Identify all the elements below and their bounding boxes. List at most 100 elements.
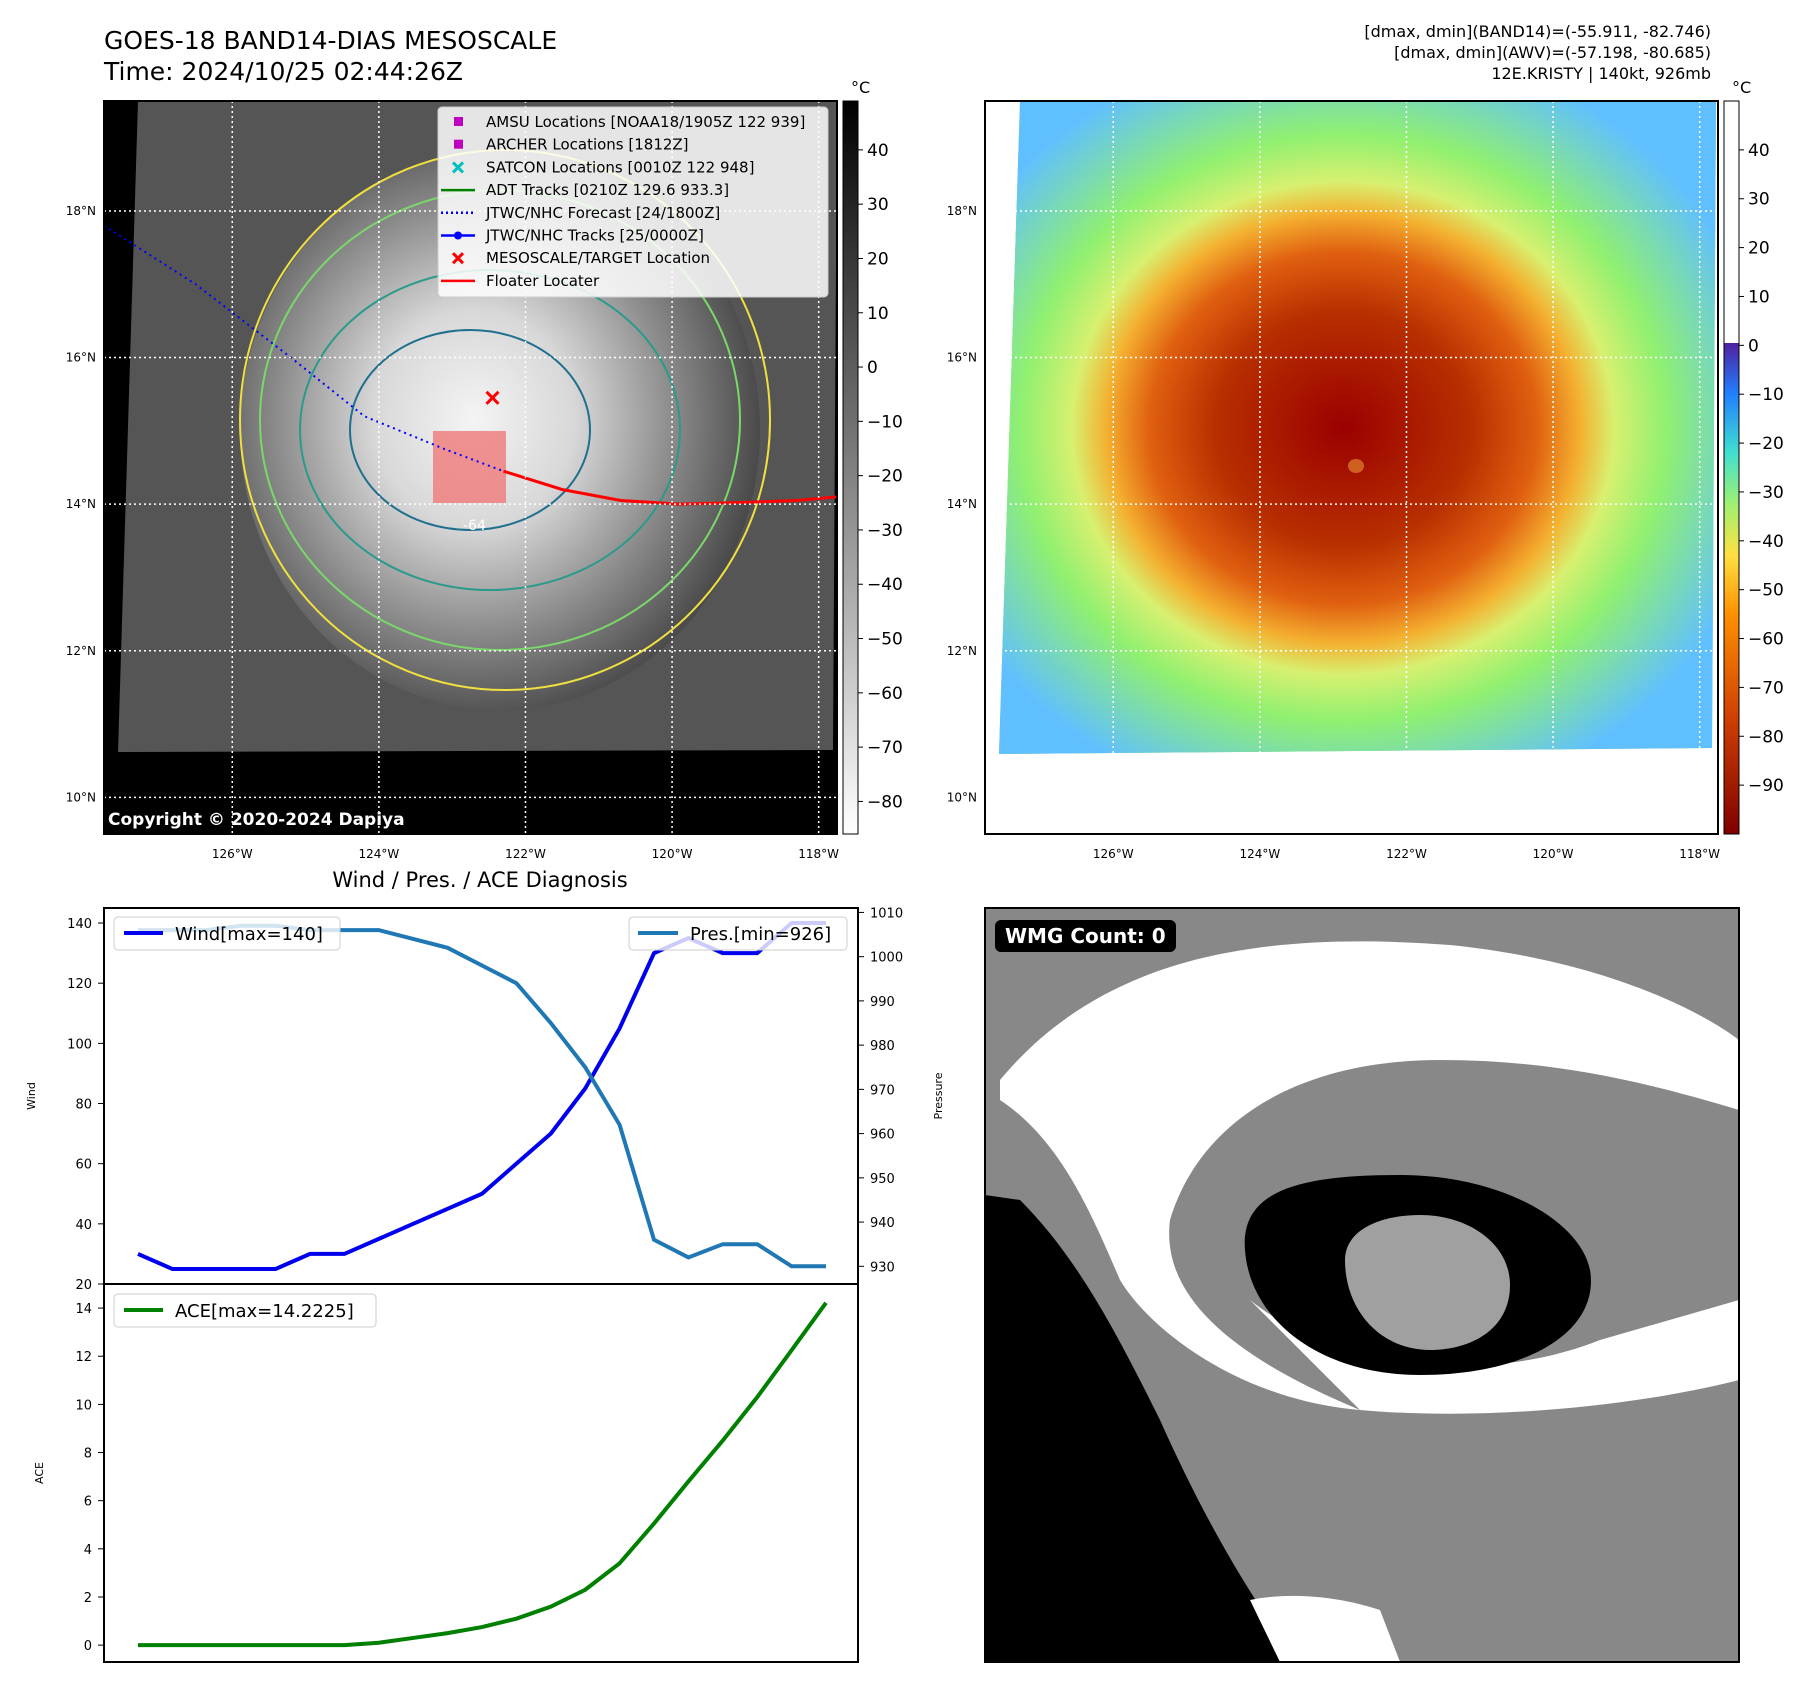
lon-tick-label: 126°W: [212, 847, 253, 861]
figure-title: GOES-18 BAND14-DIAS MESOSCALE: [104, 26, 558, 55]
colorbar-tick-label: −80: [1748, 727, 1784, 747]
colorbar-tick-label: −70: [867, 738, 903, 758]
figure-time: Time: 2024/10/25 02:44:26Z: [104, 57, 463, 86]
info-dmax-band14: [dmax, dmin](BAND14)=(-55.911, -82.746): [1364, 22, 1711, 41]
colorbar-tick-label: 30: [1748, 190, 1770, 210]
ace-series-line: [138, 1301, 828, 1648]
ace-tick-label: 8: [84, 1447, 92, 1462]
map-legend: AMSU Locations [NOAA18/1905Z 122 939] ARC…: [437, 106, 829, 298]
awv-map-frame: [984, 100, 1719, 835]
colorbar-tick-label: −30: [1748, 483, 1784, 503]
colorbar-tick-label: 0: [1748, 336, 1759, 356]
pressure-tick-label: 980: [870, 1039, 895, 1054]
colorbar-tick-label: 30: [867, 195, 889, 215]
wind-tick-label: 120: [67, 977, 92, 992]
lon-tick-label: 122°W: [1386, 847, 1427, 861]
pressure-tick-label: 1010: [870, 906, 903, 921]
colorbar-left-unit: °C: [851, 78, 871, 97]
wmg-count-badge: WMG Count: 0: [995, 920, 1176, 952]
wmg-eye: [1345, 1215, 1510, 1350]
colorbar-left-gradient: [842, 100, 859, 835]
lat-tick-label: 10°N: [947, 790, 977, 804]
legend-square-marker: [454, 139, 463, 149]
wind-tick-label: 140: [67, 917, 92, 932]
legend-square-marker: [454, 117, 463, 126]
legend-label: Floater Locater: [486, 272, 600, 290]
legend-label: AMSU Locations [NOAA18/1905Z 122 939]: [486, 113, 805, 131]
colorbar-tick-label: −20: [1748, 434, 1784, 454]
map-legend-box: [437, 106, 829, 298]
target-marker: [485, 390, 500, 405]
ace-tick-label: 12: [75, 1350, 92, 1365]
awv-map-gridlines: [985, 101, 1718, 834]
colorbar-tick-label: −30: [867, 521, 903, 541]
colorbar-tick-label: 10: [1748, 287, 1770, 307]
diagnosis-charts: Wind / Pres. / ACE Diagnosis Wind Pressu…: [25, 868, 945, 1663]
info-storm: 12E.KRISTY | 140kt, 926mb: [1491, 64, 1711, 83]
colorbar-left: 40 30 20 10 0 −10 −20 −30 −40 −50 −60 −70 −80: [842, 100, 903, 835]
colorbar-tick-label: −50: [1748, 581, 1784, 601]
legend-label: SATCON Locations [0010Z 122 948]: [486, 158, 754, 176]
colorbar-tick-label: −10: [1748, 385, 1784, 405]
target-x-stroke: [485, 390, 500, 405]
colorbar-right-gradient: [1723, 100, 1740, 835]
contour-label: -64: [463, 518, 486, 534]
lon-tick-label: 118°W: [798, 847, 839, 861]
wmg-white-arc: [1250, 1300, 1739, 1414]
legend-label: ADT Tracks [0210Z 129.6 933.3]: [486, 181, 729, 199]
wmg-frame: [984, 907, 1740, 1663]
awv-storm-field: [999, 102, 1716, 754]
awv-map-panel: [984, 100, 1719, 835]
colorbar-tick-label: −90: [1748, 776, 1784, 796]
legend-label: JTWC/NHC Forecast [24/1800Z]: [485, 204, 720, 222]
ace-tick-label: 14: [75, 1302, 92, 1317]
lat-tick-label: 14°N: [947, 497, 977, 511]
colorbar-tick-label: 20: [1748, 239, 1770, 259]
ace-tick-label: 2: [84, 1591, 92, 1606]
lon-tick-label: 124°W: [1239, 847, 1280, 861]
legend-label: MESOSCALE/TARGET Location: [486, 249, 710, 267]
lat-tick-label: 14°N: [66, 497, 96, 511]
pressure-tick-label: 1000: [870, 951, 903, 966]
awv-eye: [1348, 459, 1364, 473]
colorbar-tick-label: −50: [867, 630, 903, 650]
wind-tick-label: 80: [75, 1098, 92, 1113]
lon-tick-label: 122°W: [505, 847, 546, 861]
lat-tick-label: 10°N: [66, 790, 96, 804]
lat-tick-label: 18°N: [947, 204, 977, 218]
lat-tick-label: 12°N: [947, 644, 977, 658]
wind-legend-box: [113, 916, 341, 951]
lon-tick-label: 118°W: [1679, 847, 1720, 861]
legend-x-marker: [451, 161, 465, 174]
ir-contour-inner: [349, 329, 591, 531]
wmg-white-patch: [1250, 1595, 1400, 1662]
wind-tick-label: 60: [75, 1158, 92, 1173]
colorbar-tick-label: −40: [1748, 532, 1784, 552]
colorbar-tick-label: 10: [867, 304, 889, 324]
colorbar-tick-label: −10: [867, 412, 903, 432]
legend-label: JTWC/NHC Tracks [25/0000Z]: [485, 227, 704, 245]
colorbar-tick-label: −40: [867, 575, 903, 595]
legend-label: ARCHER Locations [1812Z]: [486, 136, 689, 154]
pressure-legend-box: [628, 916, 848, 951]
colorbar-tick-label: 40: [1748, 141, 1770, 161]
ir-map-frame: [103, 100, 838, 835]
colorbar-tick-label: 20: [867, 249, 889, 269]
pressure-tick-label: 960: [870, 1128, 895, 1143]
lon-tick-label: 124°W: [358, 847, 399, 861]
ace-tick-label: 0: [84, 1639, 92, 1654]
colorbar-tick-label: −60: [867, 684, 903, 704]
info-dmax-awv: [dmax, dmin](AWV)=(-57.198, -80.685): [1394, 43, 1711, 62]
pressure-tick-label: 970: [870, 1083, 895, 1098]
ace-tick-label: 10: [75, 1398, 92, 1413]
lat-tick-label: 16°N: [947, 351, 977, 365]
lon-tick-label: 126°W: [1093, 847, 1134, 861]
pressure-tick-label: 950: [870, 1172, 895, 1187]
wind-tick-label: 100: [67, 1037, 92, 1052]
wind-chart-frame: [103, 907, 859, 1285]
colorbar-right: 40 30 20 10 0 −10 −20 −30 −40 −50 −60 −70 −80 −90: [1723, 100, 1784, 835]
colorbar-tick-label: 40: [867, 141, 889, 161]
ace-tick-label: 6: [84, 1495, 92, 1510]
ace-tick-label: 4: [84, 1543, 92, 1558]
